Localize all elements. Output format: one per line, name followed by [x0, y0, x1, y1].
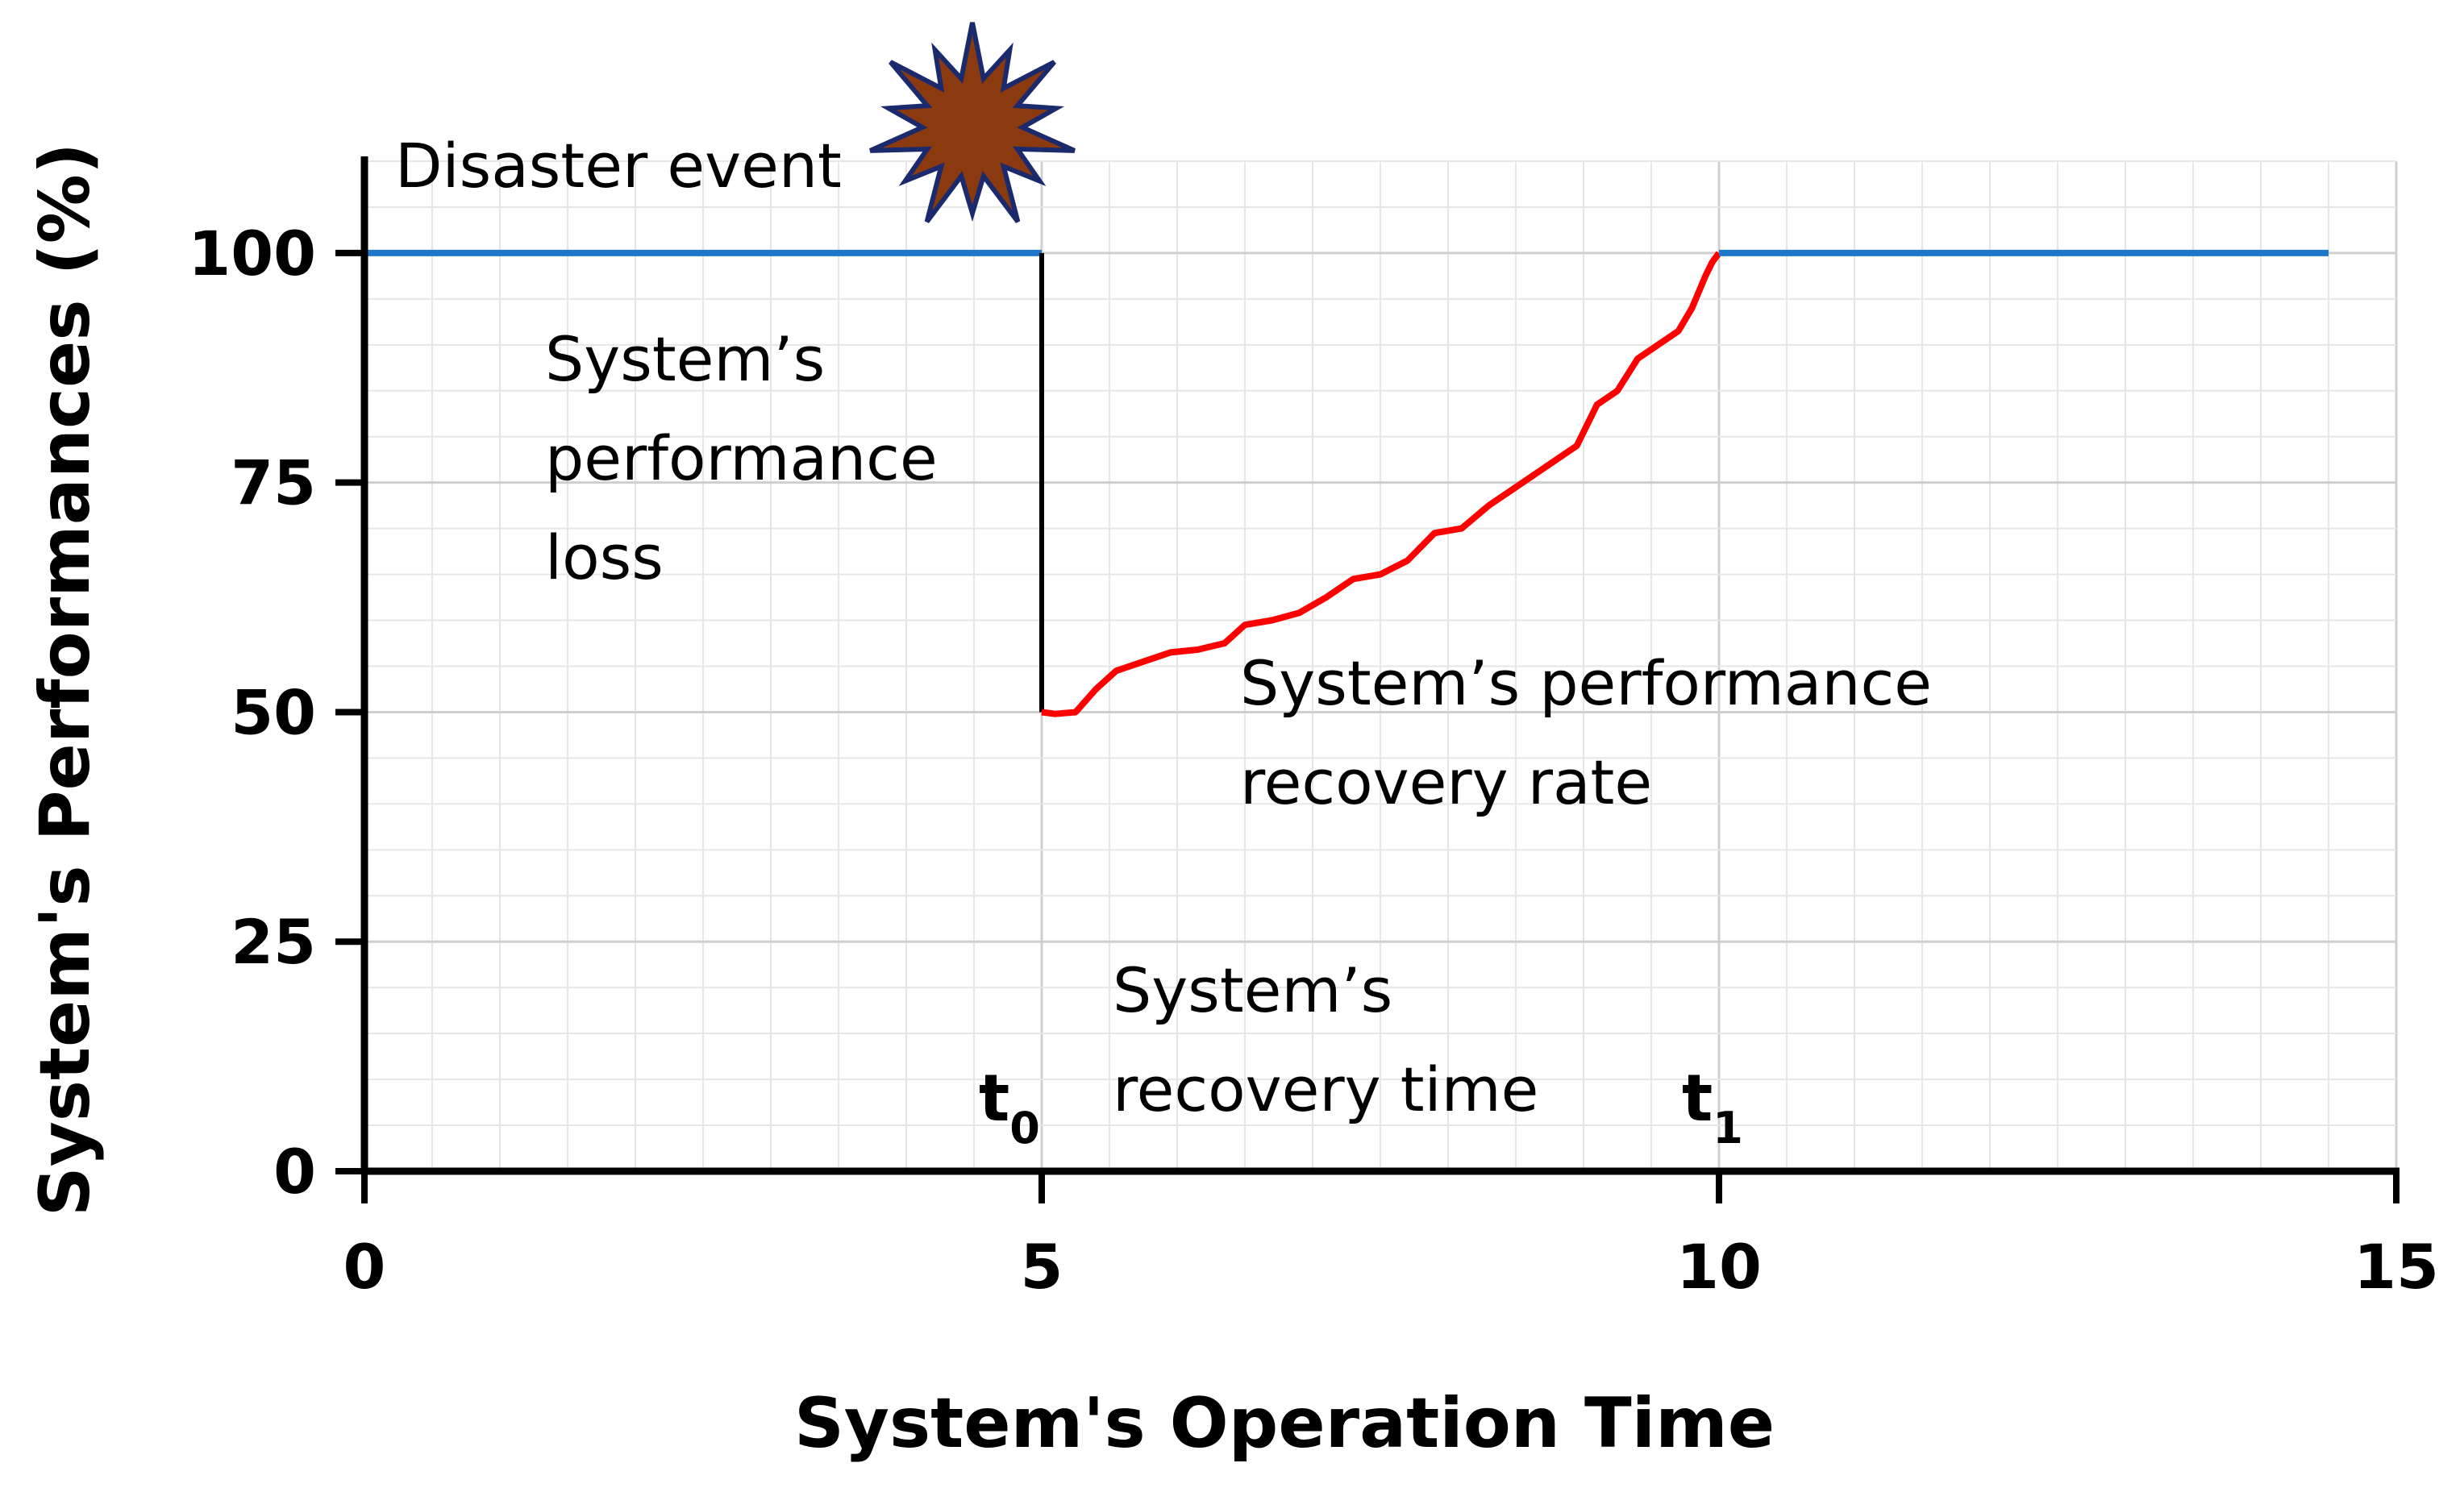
y-tick-label: 50 [231, 676, 316, 748]
t0-base: t [979, 1061, 1009, 1136]
disaster-event-label: Disaster event [395, 130, 842, 202]
t1-marker: t1 [1682, 1061, 1743, 1153]
y-tick-label: 75 [231, 447, 316, 519]
recovery-rate-line-2: recovery rate [1240, 746, 1652, 818]
y-tick-label: 0 [273, 1136, 316, 1207]
recovery-rate-label: System’s performance recovery rate [1240, 647, 1951, 818]
x-tick-label: 0 [343, 1231, 386, 1303]
y-tick-label: 100 [188, 218, 316, 289]
t1-base: t [1682, 1061, 1713, 1136]
series-lines [364, 249, 2329, 717]
recovery-time-line-2: recovery time [1113, 1054, 1538, 1125]
x-tick-label: 5 [1021, 1231, 1063, 1303]
series-line-2 [1041, 251, 1722, 717]
performance-loss-line-1: System’s [545, 323, 825, 395]
grid [363, 160, 2398, 1173]
explosion-burst-icon [869, 22, 1076, 223]
recovery-rate-line-1: System’s performance [1240, 647, 1932, 719]
t1-subscript: 1 [1713, 1103, 1743, 1153]
y-tick-label: 25 [231, 906, 316, 978]
recovery-time-label: System’s recovery time [1113, 954, 1538, 1125]
performance-loss-line-3: loss [545, 522, 664, 593]
recovery-time-line-1: System’s [1113, 954, 1392, 1026]
axes [335, 156, 2399, 1203]
performance-loss-line-2: performance [545, 422, 938, 494]
x-tick-label: 15 [2354, 1231, 2439, 1303]
performance-loss-label: System’s performance loss [545, 323, 957, 593]
t0-marker: t0 [979, 1061, 1040, 1153]
x-axis-title: System's Operation Time [794, 1383, 1775, 1464]
t0-subscript: 0 [1009, 1103, 1040, 1153]
y-axis-title: System's Performances (%) [25, 143, 106, 1216]
x-tick-label: 10 [1676, 1231, 1762, 1303]
